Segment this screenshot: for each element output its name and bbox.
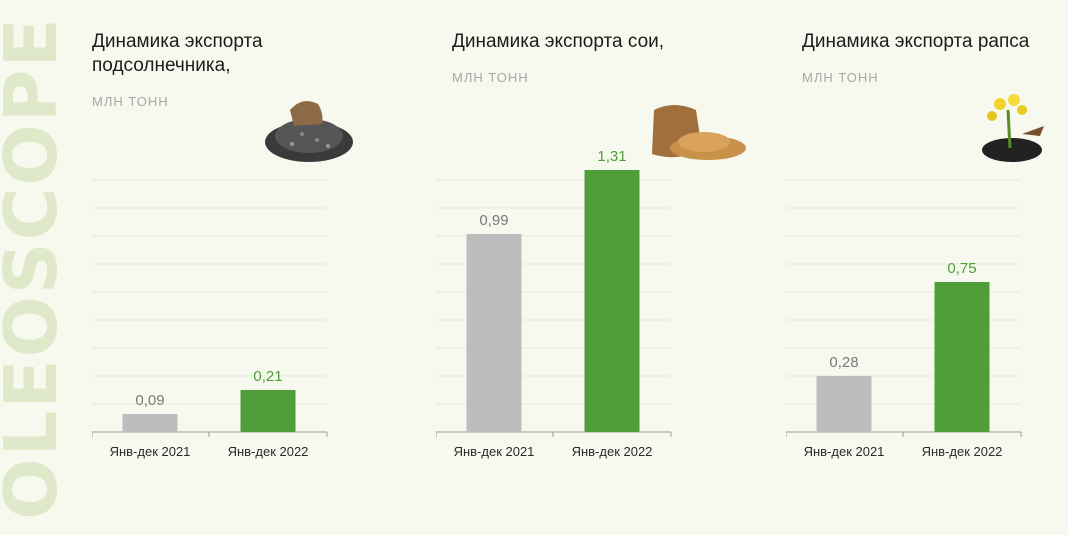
tick-label: Янв-дек 2022 bbox=[572, 444, 653, 459]
data-label: 0,99 bbox=[479, 212, 508, 229]
data-label: 0,21 bbox=[253, 368, 282, 385]
tick-label: Янв-дек 2021 bbox=[454, 444, 535, 459]
chart-title: Динамика экспорта сои, bbox=[452, 31, 665, 52]
bar-chart-sunflower: 0,09 Янв-дек 2021 0,21 Янв-дек 2022 bbox=[92, 179, 328, 459]
data-label: 0,75 bbox=[947, 260, 976, 277]
chart-title: Динамика экспорта подсолнечника, bbox=[92, 31, 263, 76]
chart-panel-soy: Динамика экспорта сои, МЛН ТОНН 0,99 Янв-… bbox=[436, 0, 792, 535]
bar-chart-rapeseed: 0,28 Янв-дек 2021 0,75 Янв-дек 2022 bbox=[786, 179, 1022, 459]
tick-label: Янв-дек 2021 bbox=[804, 444, 885, 459]
tick-label: Янв-дек 2022 bbox=[228, 444, 309, 459]
chart-panel-rapeseed: Динамика экспорта рапса МЛН ТОНН 0,28 Янв… bbox=[786, 0, 1068, 535]
tick-label: Янв-дек 2022 bbox=[922, 444, 1003, 459]
watermark-text: OLEOSCOPE bbox=[0, 15, 62, 520]
bar-2021 bbox=[122, 414, 178, 432]
sunflower-seeds-icon bbox=[265, 101, 353, 162]
tick-label: Янв-дек 2021 bbox=[110, 444, 191, 459]
chart-unit: МЛН ТОНН bbox=[802, 70, 879, 85]
data-label: 1,31 bbox=[597, 148, 626, 165]
bar-2022 bbox=[584, 170, 640, 432]
bar-2022 bbox=[240, 390, 296, 432]
chart-unit: МЛН ТОНН bbox=[452, 70, 529, 85]
bar-2021 bbox=[466, 234, 522, 432]
bar-chart-soy: 0,99 Янв-дек 2021 1,31 Янв-дек 2022 bbox=[436, 148, 672, 459]
watermark: OLEOSCOPE bbox=[0, 0, 62, 535]
data-label: 0,28 bbox=[829, 354, 858, 371]
data-label: 0,09 bbox=[135, 392, 164, 409]
chart-title: Динамика экспорта рапса bbox=[802, 31, 1030, 52]
bar-2021 bbox=[816, 376, 872, 432]
chart-panel-sunflower: Динамика экспорта подсолнечника, МЛН ТОН… bbox=[92, 0, 432, 535]
soybean-sack-icon bbox=[652, 105, 746, 160]
rapeseed-plant-icon bbox=[982, 94, 1044, 162]
chart-unit: МЛН ТОНН bbox=[92, 94, 169, 109]
bar-2022 bbox=[934, 282, 990, 432]
